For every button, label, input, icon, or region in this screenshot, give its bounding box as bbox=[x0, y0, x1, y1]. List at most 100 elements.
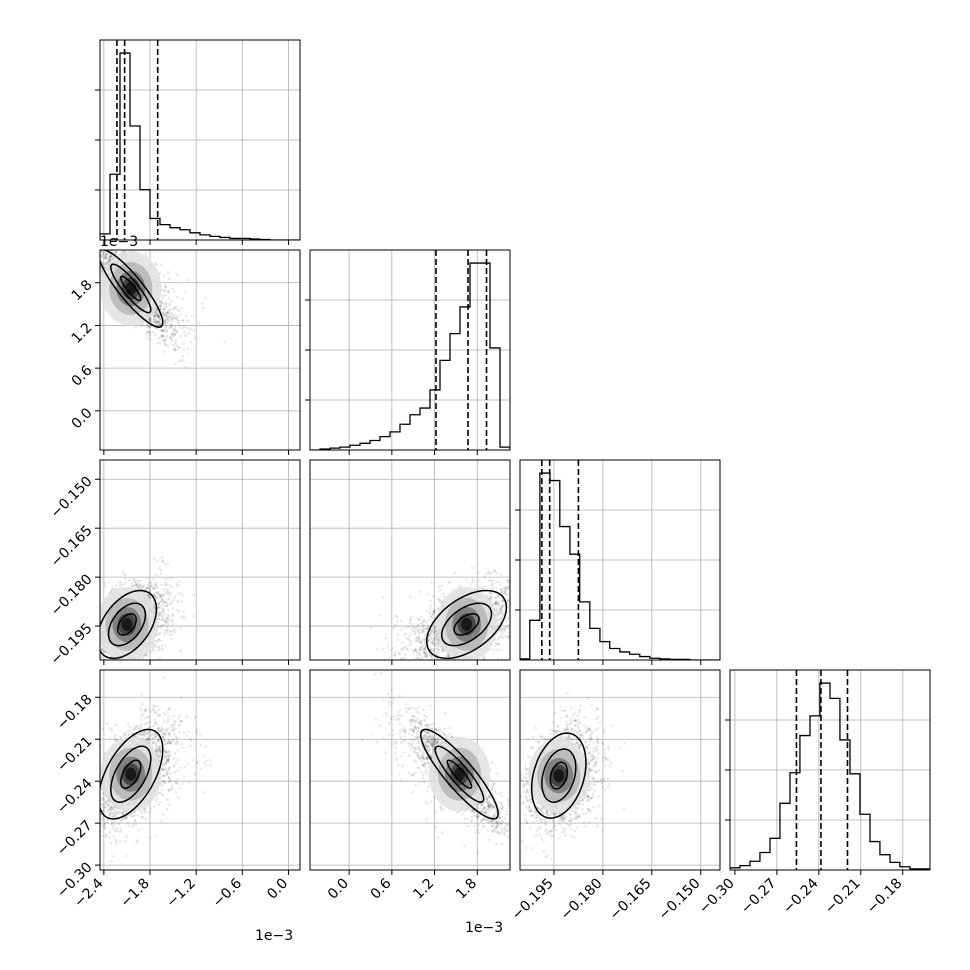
sample-point bbox=[448, 581, 452, 585]
sample-point bbox=[490, 583, 493, 586]
sample-point bbox=[108, 257, 111, 261]
sample-point bbox=[173, 595, 177, 599]
sample-point bbox=[162, 588, 166, 591]
sample-point bbox=[156, 640, 159, 644]
sample-point bbox=[104, 257, 108, 260]
sample-point bbox=[473, 580, 477, 583]
sample-point bbox=[422, 649, 426, 652]
sample-point bbox=[463, 683, 466, 686]
sample-point bbox=[66, 218, 69, 221]
sample-point bbox=[114, 584, 118, 587]
sample-point bbox=[165, 312, 169, 316]
sample-point bbox=[442, 592, 445, 595]
sample-point bbox=[117, 664, 120, 667]
sample-point bbox=[139, 660, 142, 663]
sample-point bbox=[168, 303, 172, 307]
sample-point bbox=[149, 325, 153, 329]
sample-point bbox=[183, 290, 187, 293]
sample-point bbox=[105, 230, 108, 233]
sample-point bbox=[91, 650, 94, 653]
sample-point bbox=[514, 605, 517, 608]
sample-point bbox=[153, 314, 156, 318]
sample-point bbox=[160, 610, 164, 614]
sample-point bbox=[431, 613, 434, 616]
sample-point bbox=[147, 330, 150, 334]
sample-point bbox=[178, 309, 181, 312]
sample-point bbox=[159, 322, 162, 326]
sample-point bbox=[104, 252, 108, 256]
sample-point bbox=[91, 242, 94, 245]
sample-point bbox=[161, 339, 165, 342]
sample-point bbox=[103, 584, 107, 588]
sample-point bbox=[172, 290, 176, 293]
sample-point bbox=[101, 673, 104, 676]
sample-point bbox=[513, 581, 516, 584]
sample-point bbox=[98, 664, 101, 667]
sample-point bbox=[161, 310, 165, 314]
sample-point bbox=[123, 250, 126, 253]
sample-point bbox=[159, 303, 163, 306]
sample-point bbox=[157, 316, 161, 319]
sample-point bbox=[470, 566, 474, 569]
sample-point bbox=[166, 317, 169, 321]
sample-point bbox=[176, 583, 180, 587]
sample-point bbox=[96, 659, 99, 662]
sample-point bbox=[152, 557, 156, 561]
sample-point bbox=[166, 344, 170, 347]
sample-point bbox=[412, 651, 415, 654]
sample-point bbox=[159, 304, 163, 307]
sample-point bbox=[176, 318, 179, 322]
sample-point bbox=[123, 663, 126, 666]
y-tick-label: −0.195 bbox=[48, 620, 96, 668]
sample-point bbox=[425, 609, 428, 613]
sample-point bbox=[187, 278, 191, 282]
sample-point bbox=[410, 626, 413, 630]
sample-point bbox=[93, 255, 96, 258]
sample-point bbox=[90, 226, 93, 229]
sample-point bbox=[91, 239, 94, 242]
sample-point bbox=[160, 646, 164, 650]
sample-point bbox=[95, 638, 98, 641]
sample-point bbox=[501, 636, 505, 640]
sample-point bbox=[417, 637, 421, 640]
sample-point bbox=[162, 312, 166, 316]
sample-point bbox=[90, 270, 93, 273]
sample-point bbox=[80, 227, 83, 230]
sample-point bbox=[456, 671, 459, 674]
sample-point bbox=[416, 653, 419, 657]
sample-point bbox=[160, 639, 163, 642]
sample-point bbox=[155, 559, 159, 563]
sample-point bbox=[466, 661, 469, 664]
sample-point bbox=[457, 585, 460, 589]
sample-point bbox=[131, 577, 135, 581]
sample-point bbox=[157, 321, 160, 325]
sample-point bbox=[91, 255, 94, 258]
sample-point bbox=[157, 315, 160, 319]
sample-point bbox=[522, 616, 525, 619]
sample-point bbox=[117, 667, 120, 670]
sample-point bbox=[182, 348, 186, 351]
sample-point bbox=[104, 254, 107, 257]
sample-point bbox=[175, 317, 178, 320]
sample-point bbox=[437, 585, 441, 589]
sample-point bbox=[166, 628, 170, 632]
sample-point bbox=[500, 582, 503, 586]
sample-point bbox=[163, 321, 167, 325]
sample-point bbox=[115, 250, 118, 254]
sample-point bbox=[153, 319, 157, 322]
sample-point bbox=[167, 314, 171, 318]
sample-point bbox=[80, 663, 83, 666]
sample-point bbox=[522, 590, 525, 593]
sample-point bbox=[378, 613, 381, 617]
sample-point bbox=[148, 319, 152, 323]
sample-point bbox=[164, 284, 167, 287]
sample-point bbox=[163, 341, 167, 344]
sample-point bbox=[154, 649, 157, 653]
sample-point bbox=[103, 254, 107, 258]
sample-point bbox=[424, 649, 428, 653]
sample-point bbox=[147, 577, 150, 580]
sample-point bbox=[422, 666, 425, 669]
sample-point bbox=[107, 664, 110, 667]
sample-point bbox=[134, 580, 137, 584]
